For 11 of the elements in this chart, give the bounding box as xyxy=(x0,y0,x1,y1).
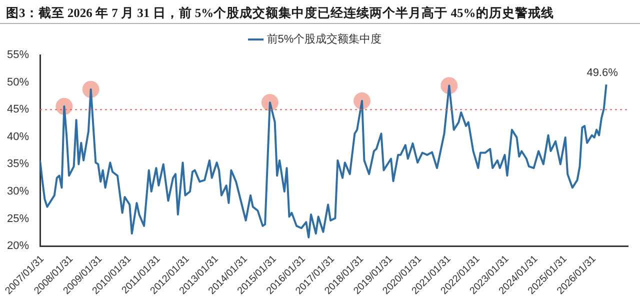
y-tick-label: 30% xyxy=(6,186,30,198)
y-tick-label: 35% xyxy=(6,158,30,170)
y-tick-label: 40% xyxy=(6,130,30,143)
chart-title: 图3：截至 2026 年 7 月 31 日，前 5%个股成交额集中度已经连续两个半月高于 45%的历史警戒线 xyxy=(0,0,640,24)
annotation: 49.6% xyxy=(586,67,618,80)
y-tick-label: 55% xyxy=(6,49,30,62)
legend-label: 前5%个股成交额集中度 xyxy=(266,32,382,46)
y-tick-label: 25% xyxy=(6,212,30,225)
y-tick-label: 50% xyxy=(6,76,30,88)
y-tick-label: 45% xyxy=(6,104,30,116)
y-tick-label: 20% xyxy=(6,240,30,252)
